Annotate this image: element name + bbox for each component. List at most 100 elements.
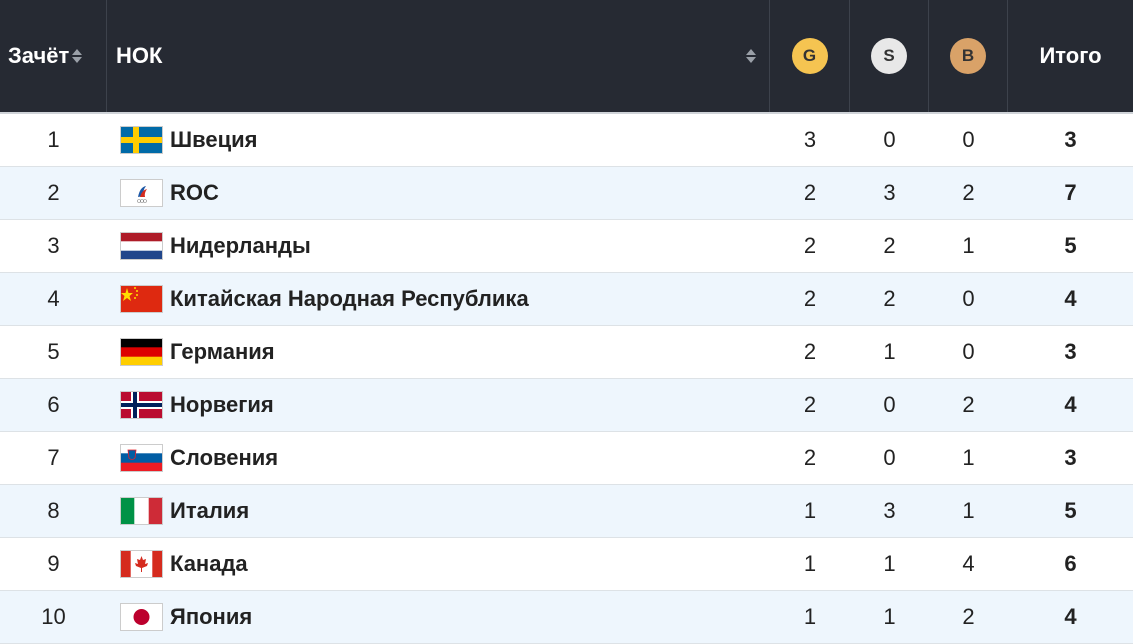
rank-cell: 5 — [47, 339, 60, 364]
gold-cell: 1 — [803, 604, 817, 629]
gold-cell: 2 — [803, 180, 817, 205]
bronze-cell: 0 — [962, 127, 975, 152]
gold-cell: 2 — [803, 286, 817, 311]
flag — [120, 338, 163, 366]
total-cell: 5 — [1064, 498, 1077, 523]
silver-header[interactable]: S — [850, 0, 929, 112]
table-row: 5 Германия 2 1 0 3 — [0, 326, 1133, 379]
noc-cell: Италия — [107, 485, 770, 537]
bronze-cell: 2 — [962, 180, 975, 205]
rank-header[interactable]: Зачёт — [0, 0, 107, 112]
total-cell: 3 — [1064, 127, 1077, 152]
noc-cell: Германия — [107, 326, 770, 378]
total-cell: 3 — [1064, 339, 1077, 364]
rank-cell: 3 — [47, 233, 60, 258]
silver-cell: 1 — [883, 339, 896, 364]
silver-cell: 0 — [883, 127, 896, 152]
noc-cell: Словения — [107, 432, 770, 484]
total-cell: 7 — [1064, 180, 1077, 205]
bronze-cell: 4 — [962, 551, 975, 576]
silver-cell: 3 — [883, 498, 896, 523]
total-cell: 5 — [1064, 233, 1077, 258]
silver-cell: 0 — [883, 445, 896, 470]
silver-cell: 2 — [883, 286, 896, 311]
bronze-cell: 0 — [962, 286, 975, 311]
gold-cell: 3 — [803, 127, 817, 152]
rank-cell: 6 — [47, 392, 60, 417]
bronze-cell: 2 — [962, 604, 975, 629]
flag — [120, 391, 163, 419]
medal-badge: S — [871, 38, 907, 74]
country-name: Канада — [170, 551, 248, 576]
country-name: Япония — [170, 604, 253, 629]
noc-cell: Канада — [107, 538, 770, 590]
flag — [120, 285, 163, 313]
noc-cell: Нидерланды — [107, 220, 770, 272]
table-row: 9 Канада 1 1 4 6 — [0, 538, 1133, 591]
gold-cell: 1 — [803, 551, 817, 576]
noc-cell: Швеция — [107, 114, 770, 166]
table-header: Зачёт НОК G S B Итого — [0, 0, 1133, 114]
silver-cell: 2 — [883, 233, 896, 258]
table-body: 1 Швеция 3 0 0 3 2 ROC 2 3 2 7 3 Нидерланды 2 2 1 5 4 Китай… — [0, 114, 1133, 644]
country-name: Италия — [170, 498, 250, 523]
gold-header[interactable]: G — [770, 0, 850, 112]
country-name: Китайская Народная Республика — [170, 286, 529, 311]
sort-icon[interactable] — [71, 47, 83, 65]
bronze-cell: 2 — [962, 392, 975, 417]
gold-cell: 2 — [803, 445, 817, 470]
bronze-cell: 1 — [962, 498, 975, 523]
table-row: 6 Норвегия 2 0 2 4 — [0, 379, 1133, 432]
rank-cell: 2 — [47, 180, 60, 205]
bronze-header[interactable]: B — [929, 0, 1008, 112]
flag — [120, 126, 163, 154]
total-cell: 4 — [1064, 604, 1077, 629]
silver-cell: 1 — [883, 604, 896, 629]
gold-cell: 2 — [803, 392, 817, 417]
noc-cell: ROC — [107, 167, 770, 219]
sort-icon[interactable] — [745, 47, 757, 65]
gold-cell: 2 — [803, 339, 817, 364]
noc-header[interactable]: НОК — [107, 0, 770, 112]
table-row: 10 Япония 1 1 2 4 — [0, 591, 1133, 644]
flag — [120, 603, 163, 631]
country-name: Нидерланды — [170, 233, 311, 258]
country-name: Словения — [170, 445, 279, 470]
table-row: 2 ROC 2 3 2 7 — [0, 167, 1133, 220]
rank-cell: 8 — [47, 498, 60, 523]
table-row: 8 Италия 1 3 1 5 — [0, 485, 1133, 538]
table-row: 3 Нидерланды 2 2 1 5 — [0, 220, 1133, 273]
gold-cell: 1 — [803, 498, 817, 523]
medal-badge: G — [791, 38, 828, 74]
flag — [120, 497, 163, 525]
country-name: Германия — [170, 339, 275, 364]
flag — [120, 179, 163, 207]
rank-cell: 7 — [47, 445, 60, 470]
rank-cell: 4 — [47, 286, 60, 311]
flag — [120, 550, 163, 578]
noc-cell: Китайская Народная Республика — [107, 273, 770, 325]
country-name: Норвегия — [170, 392, 274, 417]
country-name: Швеция — [170, 127, 258, 152]
silver-cell: 0 — [883, 392, 896, 417]
rank-cell: 10 — [41, 604, 66, 629]
bronze-cell: 1 — [962, 445, 975, 470]
medal-badge: B — [950, 38, 986, 74]
bronze-cell: 0 — [962, 339, 975, 364]
noc-cell: Япония — [107, 591, 770, 643]
header-label: Зачёт — [8, 43, 70, 68]
rank-cell: 9 — [47, 551, 60, 576]
total-cell: 4 — [1064, 392, 1077, 417]
noc-cell: Норвегия — [107, 379, 770, 431]
total-cell: 6 — [1064, 551, 1077, 576]
table-row: 4 Китайская Народная Республика 2 2 0 4 — [0, 273, 1133, 326]
header-label: Итого — [1039, 43, 1102, 68]
table-row: 1 Швеция 3 0 0 3 — [0, 114, 1133, 167]
rank-cell: 1 — [47, 127, 60, 152]
flag — [120, 232, 163, 260]
country-name: ROC — [170, 180, 219, 205]
total-header[interactable]: Итого — [1008, 0, 1133, 112]
total-cell: 4 — [1064, 286, 1077, 311]
